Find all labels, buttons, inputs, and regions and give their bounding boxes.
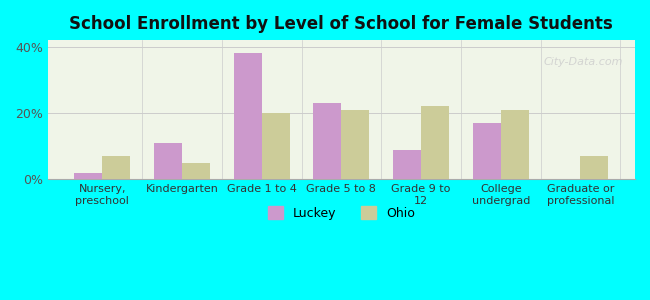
- Bar: [313, 103, 341, 179]
- Bar: [75, 173, 102, 179]
- Bar: [262, 113, 289, 179]
- Bar: [341, 110, 369, 179]
- Bar: [234, 53, 262, 179]
- Bar: [473, 123, 501, 179]
- Text: City-Data.com: City-Data.com: [544, 57, 623, 67]
- Title: School Enrollment by Level of School for Female Students: School Enrollment by Level of School for…: [70, 15, 613, 33]
- Legend: Luckey, Ohio: Luckey, Ohio: [261, 200, 421, 226]
- Bar: [393, 150, 421, 179]
- Bar: [580, 156, 608, 179]
- Bar: [102, 156, 130, 179]
- Bar: [500, 110, 528, 179]
- Bar: [421, 106, 449, 179]
- Bar: [154, 143, 182, 179]
- Bar: [182, 163, 210, 179]
